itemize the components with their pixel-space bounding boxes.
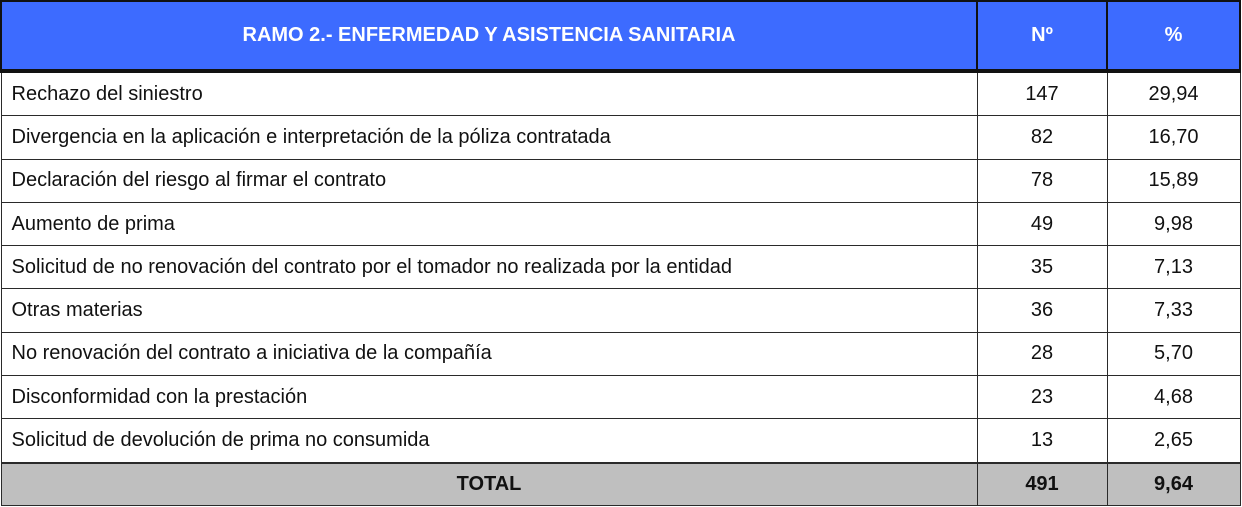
row-label: No renovación del contrato a iniciativa … [0,331,978,377]
table-header-row: RAMO 2.- ENFERMEDAD Y ASISTENCIA SANITAR… [0,0,1241,73]
row-percent: 7,33 [1106,288,1241,333]
total-row: TOTAL 491 9,64 [0,461,1241,506]
row-count: 49 [976,201,1108,247]
row-label: Aumento de prima [0,201,978,247]
row-label: Divergencia en la aplicación e interpret… [0,115,978,160]
row-percent: 16,70 [1106,115,1241,160]
row-label: Declaración del riesgo al firmar el cont… [0,158,978,203]
row-label: Disconformidad con la prestación [0,375,978,420]
row-percent: 7,13 [1106,245,1241,290]
row-percent: 15,89 [1106,158,1241,203]
row-percent: 4,68 [1106,375,1241,420]
table-row: Solicitud de no renovación del contrato … [0,245,1241,290]
table-row: No renovación del contrato a iniciativa … [0,331,1241,377]
header-count: Nº [976,0,1108,73]
row-count: 23 [976,375,1108,420]
row-count: 28 [976,331,1108,377]
table-row: Otras materias 36 7,33 [0,288,1241,333]
table-row: Solicitud de devolución de prima no cons… [0,418,1241,464]
row-label: Solicitud de no renovación del contrato … [0,245,978,290]
row-percent: 9,98 [1106,201,1241,247]
row-count: 78 [976,158,1108,203]
total-count: 491 [976,461,1108,506]
row-count: 35 [976,245,1108,290]
row-percent: 5,70 [1106,331,1241,377]
header-percent: % [1106,0,1241,73]
total-label: TOTAL [0,461,978,506]
row-count: 147 [976,70,1108,117]
row-percent: 29,94 [1106,70,1241,117]
row-count: 13 [976,418,1108,464]
row-label: Otras materias [0,288,978,333]
row-count: 82 [976,115,1108,160]
row-label: Rechazo del siniestro [0,70,978,117]
table-row: Disconformidad con la prestación 23 4,68 [0,375,1241,420]
total-percent: 9,64 [1106,461,1241,506]
table-row: Divergencia en la aplicación e interpret… [0,115,1241,160]
table-row: Aumento de prima 49 9,98 [0,201,1241,247]
row-percent: 2,65 [1106,418,1241,464]
row-label: Solicitud de devolución de prima no cons… [0,418,978,464]
header-title: RAMO 2.- ENFERMEDAD Y ASISTENCIA SANITAR… [0,0,978,73]
table-row: Rechazo del siniestro 147 29,94 [0,70,1241,117]
table-row: Declaración del riesgo al firmar el cont… [0,158,1241,203]
row-count: 36 [976,288,1108,333]
